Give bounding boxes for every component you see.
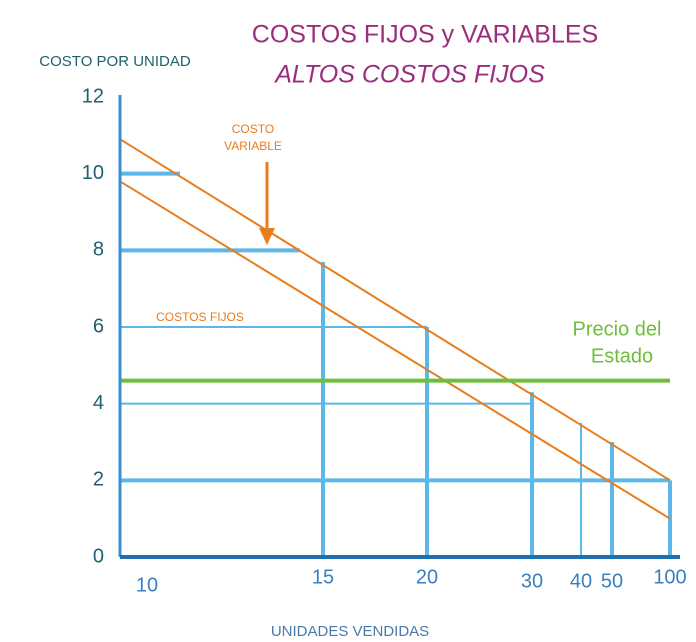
variable-cost-line <box>119 180 671 520</box>
annotation: COSTO <box>232 122 274 136</box>
y-axis-label: COSTO POR UNIDAD <box>39 53 191 70</box>
price-label: Estado <box>591 345 653 367</box>
y-tick-label: 6 <box>93 315 104 337</box>
x-tick-label: 10 <box>136 574 158 596</box>
y-tick-label: 2 <box>93 469 104 491</box>
chart-title: COSTOS FIJOS y VARIABLES <box>252 21 598 49</box>
x-tick-label: 40 <box>570 570 592 592</box>
y-tick-label: 12 <box>82 85 104 107</box>
x-tick-label: 15 <box>312 566 334 588</box>
chart-subtitle: ALTOS COSTOS FIJOS <box>273 61 545 89</box>
x-axis-label: UNIDADES VENDIDAS <box>271 623 429 640</box>
y-tick-label: 10 <box>82 162 104 184</box>
annotation: VARIABLE <box>224 139 282 153</box>
x-tick-label: 20 <box>416 566 438 588</box>
y-tick-label: 8 <box>93 239 104 261</box>
x-tick-label: 50 <box>601 570 623 592</box>
y-tick-label: 4 <box>93 392 104 414</box>
annotation: COSTOS FIJOS <box>156 310 244 324</box>
variable-cost-line <box>119 138 671 482</box>
x-tick-label: 30 <box>521 570 543 592</box>
price-label: Precio del <box>573 318 662 340</box>
y-tick-label: 0 <box>93 545 104 567</box>
x-tick-label: 100 <box>653 566 686 588</box>
